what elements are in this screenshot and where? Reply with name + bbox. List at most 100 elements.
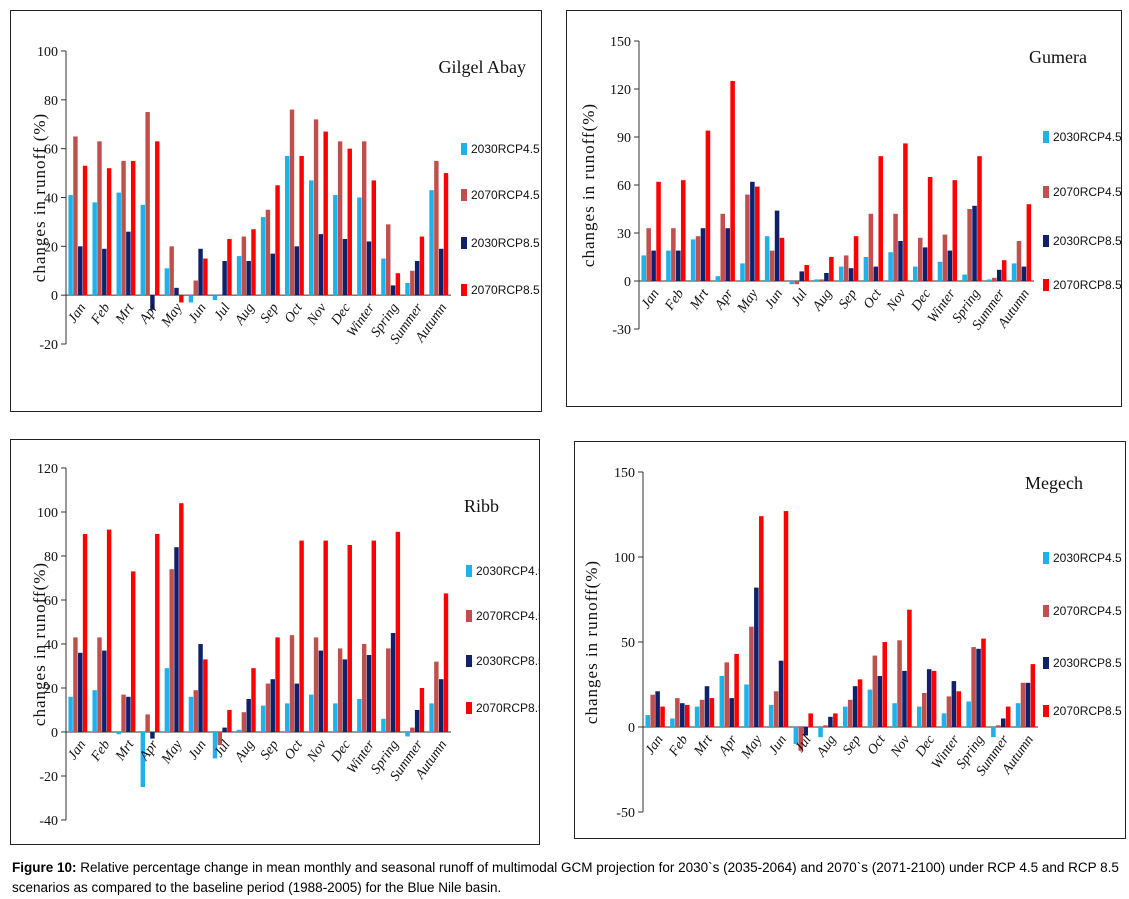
x-tick-label: Mrt bbox=[113, 300, 139, 328]
bar-megech-2070RCP45-sep bbox=[847, 699, 853, 727]
bar-gilgel-abay-2030RCP45-jun bbox=[188, 295, 194, 303]
x-tick-label: Feb bbox=[88, 738, 113, 765]
x-tick-label: Nov bbox=[888, 732, 914, 761]
y-tick-label: 150 bbox=[614, 466, 635, 481]
bar-megech-2030RCP85-summer bbox=[1000, 718, 1006, 727]
bar-megech-2070RCP45-oct bbox=[872, 655, 878, 727]
bar-gilgel-abay-2070RCP85-mrt bbox=[130, 160, 136, 296]
bar-ribb-2030RCP45-apr bbox=[140, 732, 146, 787]
bar-megech-2070RCP85-aug bbox=[833, 713, 838, 727]
x-tick-label: Nov bbox=[304, 300, 330, 329]
bar-megech-2030RCP45-jun bbox=[768, 704, 774, 727]
bar-gilgel-abay-2070RCP85-jan bbox=[82, 165, 88, 296]
x-tick-label: Jun bbox=[766, 733, 790, 758]
bar-gilgel-abay-2070RCP45-summer bbox=[410, 270, 415, 296]
x-tick-label: Feb bbox=[662, 287, 687, 314]
bar-megech-2070RCP85-oct bbox=[882, 642, 888, 727]
bar-gilgel-abay-2030RCP45-spring bbox=[381, 258, 386, 296]
bar-megech-2070RCP85-dec bbox=[931, 670, 937, 727]
bar-ribb-2030RCP45-sep bbox=[260, 705, 266, 732]
bar-gilgel-abay-2030RCP85-autumn bbox=[438, 248, 444, 296]
bar-gilgel-abay-2070RCP45-autumn bbox=[434, 160, 439, 296]
bar-ribb-2030RCP45-nov bbox=[309, 694, 314, 732]
y-tick-label: 0 bbox=[51, 726, 58, 741]
bar-gilgel-abay-2030RCP85-nov bbox=[318, 234, 324, 296]
x-tick-label: Mrt bbox=[687, 286, 713, 314]
legend-label: 2030RCP4.5 bbox=[1053, 551, 1122, 565]
legend-swatch bbox=[466, 655, 472, 667]
bar-gumera-2070RCP45-oct bbox=[868, 213, 874, 281]
bar-megech-2070RCP45-spring bbox=[971, 647, 976, 727]
bar-gilgel-abay-2030RCP85-sep bbox=[270, 253, 275, 296]
bar-ribb-2070RCP45-jan bbox=[73, 637, 78, 732]
bar-ribb-2030RCP85-oct bbox=[294, 683, 300, 732]
legend-label: 2030RCP8.5 bbox=[476, 654, 539, 668]
y-tick-label: 120 bbox=[610, 83, 631, 98]
bar-megech-2030RCP85-feb bbox=[680, 703, 685, 727]
x-tick-label: Jun bbox=[186, 301, 210, 326]
bar-gilgel-abay-2030RCP85-may bbox=[174, 287, 179, 296]
bar-megech-2030RCP45-sep bbox=[842, 706, 848, 727]
bar-ribb-2070RCP85-apr bbox=[155, 534, 160, 732]
bar-gilgel-abay-2070RCP45-dec bbox=[337, 141, 343, 296]
bar-ribb-2030RCP85-jul bbox=[222, 727, 227, 732]
bar-ribb-2030RCP85-apr bbox=[150, 732, 155, 739]
bar-gumera-2030RCP85-jun bbox=[774, 210, 780, 281]
bar-gumera-2070RCP85-aug bbox=[829, 257, 834, 281]
legend-swatch bbox=[1043, 552, 1049, 564]
y-tick-label: 0 bbox=[624, 275, 631, 290]
bar-ribb-2030RCP85-feb bbox=[102, 650, 107, 732]
y-tick-label: -40 bbox=[39, 814, 58, 829]
x-tick-label: Nov bbox=[304, 737, 330, 766]
bar-megech-2070RCP45-mrt bbox=[699, 699, 705, 727]
legend-swatch bbox=[1043, 657, 1049, 669]
bar-gilgel-abay-2030RCP45-oct bbox=[284, 155, 290, 296]
legend-swatch bbox=[1043, 605, 1049, 617]
bar-gumera-2070RCP85-jun bbox=[779, 237, 785, 281]
bar-megech-2030RCP85-jan bbox=[655, 691, 660, 727]
bar-megech-2030RCP45-winter bbox=[941, 713, 947, 727]
bar-gumera-2030RCP45-sep bbox=[838, 266, 844, 281]
y-axis-label: changes in runoff(%) bbox=[582, 560, 601, 724]
bar-gumera-2070RCP45-dec bbox=[917, 237, 923, 281]
bar-gumera-2030RCP45-dec bbox=[913, 266, 918, 281]
bar-gumera-2070RCP45-jun bbox=[769, 250, 775, 281]
legend-swatch bbox=[466, 610, 472, 622]
bar-ribb-2030RCP85-sep bbox=[270, 679, 275, 732]
x-tick-label: Jan bbox=[65, 738, 89, 763]
bar-gilgel-abay-2070RCP85-apr bbox=[155, 141, 160, 296]
bar-gilgel-abay-2030RCP85-summer bbox=[414, 260, 420, 296]
bar-megech-2030RCP85-spring bbox=[976, 648, 981, 727]
bar-gilgel-abay-2070RCP45-mrt bbox=[121, 160, 126, 296]
bar-ribb-2070RCP45-dec bbox=[337, 648, 343, 732]
bar-gumera-2030RCP45-oct bbox=[863, 257, 869, 281]
legend-swatch bbox=[1043, 705, 1049, 717]
bar-gumera-2070RCP45-nov bbox=[893, 213, 898, 281]
bar-megech-2070RCP85-spring bbox=[981, 638, 986, 727]
bar-gilgel-abay-2070RCP45-sep bbox=[265, 209, 271, 296]
y-tick-label: 80 bbox=[44, 550, 58, 565]
bar-megech-2030RCP85-winter bbox=[951, 681, 957, 727]
chart-title: Ribb bbox=[464, 496, 499, 516]
bar-ribb-2030RCP45-oct bbox=[284, 703, 290, 732]
bar-ribb-2030RCP85-jun bbox=[198, 644, 203, 732]
legend-swatch bbox=[1043, 235, 1049, 247]
bar-gilgel-abay-2070RCP85-autumn bbox=[443, 173, 449, 296]
bar-gumera-2030RCP45-jan bbox=[641, 255, 647, 281]
bar-gilgel-abay-2030RCP45-feb bbox=[92, 202, 97, 296]
bar-megech-2030RCP45-dec bbox=[917, 706, 922, 727]
x-tick-label: Feb bbox=[88, 301, 113, 328]
bar-ribb-2070RCP85-jun bbox=[203, 659, 208, 732]
y-tick-label: 40 bbox=[44, 192, 58, 207]
x-tick-label: Sep bbox=[836, 287, 860, 312]
legend-swatch bbox=[1043, 186, 1049, 198]
bar-gilgel-abay-2030RCP85-feb bbox=[102, 248, 107, 296]
bar-gumera-2030RCP85-may bbox=[750, 181, 755, 281]
bar-gilgel-abay-2070RCP45-may bbox=[169, 246, 174, 296]
bar-gumera-2030RCP85-dec bbox=[922, 247, 928, 281]
y-tick-label: 60 bbox=[44, 143, 58, 158]
x-tick-label: Oct bbox=[282, 300, 307, 326]
x-tick-label: Jul bbox=[789, 287, 811, 310]
